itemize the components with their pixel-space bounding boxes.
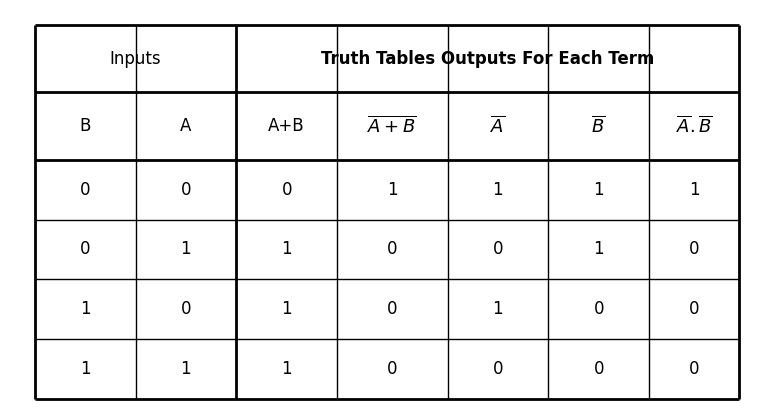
Text: 0: 0 [594,300,604,318]
Text: 0: 0 [493,241,503,258]
Text: 0: 0 [493,360,503,378]
Text: 1: 1 [281,241,292,258]
Text: Truth Tables Outputs For Each Term: Truth Tables Outputs For Each Term [321,50,654,68]
Text: 0: 0 [594,360,604,378]
Text: 0: 0 [80,181,91,199]
Text: 1: 1 [594,181,604,199]
Text: 0: 0 [80,241,91,258]
Text: A+B: A+B [269,117,305,135]
Text: 1: 1 [281,360,292,378]
Text: 1: 1 [80,300,91,318]
Text: 0: 0 [387,300,398,318]
Text: 1: 1 [689,181,700,199]
Text: 1: 1 [281,300,292,318]
Text: 1: 1 [180,360,191,378]
Text: 0: 0 [180,181,191,199]
Text: 0: 0 [282,181,292,199]
Text: 0: 0 [689,241,700,258]
Text: 1: 1 [492,300,503,318]
Text: 1: 1 [180,241,191,258]
Text: 1: 1 [492,181,503,199]
Text: 1: 1 [80,360,91,378]
Text: 0: 0 [689,360,700,378]
Text: $\overline{A}$: $\overline{A}$ [490,116,505,136]
Text: $\overline{A}.\overline{B}$: $\overline{A}.\overline{B}$ [676,116,713,137]
Text: B: B [80,117,91,135]
Text: $\overline{B}$: $\overline{B}$ [591,116,606,136]
Text: 1: 1 [594,241,604,258]
Text: 0: 0 [387,241,398,258]
Text: A: A [180,117,192,135]
Text: $\overline{A+B}$: $\overline{A+B}$ [368,116,417,136]
Text: 0: 0 [180,300,191,318]
Text: 1: 1 [387,181,398,199]
Text: 0: 0 [689,300,700,318]
Text: Inputs: Inputs [110,50,161,68]
Text: 0: 0 [387,360,398,378]
